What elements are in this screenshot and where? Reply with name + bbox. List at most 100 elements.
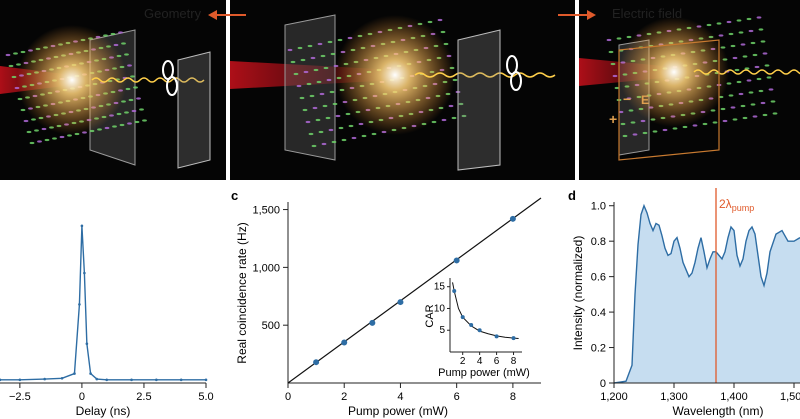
inset-data-point xyxy=(477,328,482,333)
panel-c-label: c xyxy=(231,188,238,203)
plots-row: −2.5 0 2.5 5.0 Delay (ns) c 0 2 4 6 85001,0001,… xyxy=(0,188,800,418)
render-geometry-panel xyxy=(0,0,226,180)
nanopillar xyxy=(734,68,740,72)
spectrum-tick-group: 1,200 1,300 1,400 1,50 0 0.2 0.4 0.6 0.8 1.0 xyxy=(591,201,800,403)
inset-data-point xyxy=(494,334,499,339)
coincidence-fit-line xyxy=(287,197,542,384)
nanopillar xyxy=(322,104,328,108)
nanopillar xyxy=(760,40,766,43)
inset-xlabel: Pump power (mW) xyxy=(438,367,530,379)
nanopillar xyxy=(742,116,748,120)
nanopillar xyxy=(712,121,718,124)
nanopillar xyxy=(640,119,646,123)
nanopillar xyxy=(662,128,668,132)
nanopillar xyxy=(34,129,39,132)
nanopillar xyxy=(110,32,116,36)
inset-xtick-label: 8 xyxy=(511,356,517,367)
inset-fit-curve xyxy=(452,282,519,340)
nanopillar xyxy=(371,132,377,136)
nanopillar xyxy=(642,131,648,135)
nanopillar xyxy=(20,108,26,112)
nanopillar xyxy=(742,55,748,58)
nanopillar xyxy=(127,64,132,67)
nanopillar xyxy=(630,121,636,124)
nanopillar xyxy=(327,40,333,44)
nanopillar xyxy=(41,127,47,131)
nanopillar xyxy=(448,104,454,108)
delay-series-line xyxy=(0,225,206,381)
nanopillar xyxy=(310,56,316,60)
delay-data-point xyxy=(43,377,46,381)
nanopillar xyxy=(311,144,317,148)
nanopillar xyxy=(750,41,756,45)
nanopillar xyxy=(44,138,50,142)
delay-xtick-label: −2.5 xyxy=(9,391,31,403)
nanopillar xyxy=(142,119,147,122)
nanopillar xyxy=(337,38,343,42)
delay-data-point xyxy=(73,372,76,375)
nanopillar xyxy=(302,108,308,112)
spectrum-xlabel: Wavelength (nm) xyxy=(673,404,764,418)
nanopillar xyxy=(610,62,616,66)
nanopillar xyxy=(323,66,329,70)
delay-data-point xyxy=(130,378,133,382)
nanopillar xyxy=(329,90,335,94)
nanopillar xyxy=(300,58,306,62)
nanopillar xyxy=(29,141,35,145)
nanopillar xyxy=(133,86,138,89)
nanopillar xyxy=(750,103,756,106)
nanopillar xyxy=(5,53,11,57)
nanopillar xyxy=(341,138,347,142)
spectrum-ytick-label: 0.4 xyxy=(591,307,606,319)
nanopillar xyxy=(608,50,614,54)
inset-xtick-label: 4 xyxy=(477,356,483,367)
nanopillar xyxy=(427,20,433,24)
nanopillar xyxy=(305,120,311,124)
nanopillar xyxy=(437,18,443,22)
inset-ytick-label: 15 xyxy=(434,282,446,293)
nanopillar xyxy=(606,38,612,42)
nanopillar xyxy=(97,128,102,131)
nanopillar xyxy=(125,87,131,91)
delay-plot: −2.5 0 2.5 5.0 Delay (ns) xyxy=(0,224,214,418)
electrode-outline xyxy=(618,39,720,161)
nanopillar xyxy=(728,32,734,36)
nanopillar xyxy=(732,56,738,60)
nanopillar xyxy=(335,114,341,118)
nanopillar xyxy=(738,92,744,96)
delay-data-point xyxy=(105,378,109,382)
nanopillar xyxy=(758,89,764,93)
spectrum-plot: d 2λpump 1,200 1,300 1,400 1,50 0 0.2 0.4 0.6 0.… xyxy=(568,188,800,418)
nanopillar xyxy=(614,86,620,90)
nanopillar xyxy=(13,52,18,55)
nanopillar xyxy=(317,42,323,46)
nanopillar xyxy=(309,94,315,98)
delay-data-point xyxy=(179,378,183,382)
delay-data-point xyxy=(18,378,22,382)
photon-wave xyxy=(693,69,800,75)
nanopillar xyxy=(325,116,331,120)
coincidence-data-point xyxy=(341,339,348,346)
nanopillar xyxy=(11,75,17,79)
nanopillar xyxy=(134,120,140,124)
nanopillar xyxy=(130,75,135,78)
coincidence-xlabel: Pump power (mW) xyxy=(348,404,448,418)
nanopillar xyxy=(306,82,312,86)
nanopillar xyxy=(718,34,724,37)
nanopillar xyxy=(307,44,313,48)
nanopillar xyxy=(136,97,141,100)
delay-data-point xyxy=(155,378,158,382)
nanopillar xyxy=(308,132,314,136)
nanopillar xyxy=(131,109,137,113)
nanopillar xyxy=(716,22,722,25)
inset-xtick-label: 2 xyxy=(460,356,466,367)
photon-glow xyxy=(335,15,455,135)
nanopillar xyxy=(626,35,632,39)
nanopillar xyxy=(331,140,337,144)
coincidence-xtick-label: 6 xyxy=(454,391,460,403)
nanopillar xyxy=(338,126,344,130)
delay-marker-group xyxy=(0,224,208,382)
pump-wavelength-label: 2λpump xyxy=(719,197,754,213)
spectrum-area-fill xyxy=(614,205,800,383)
nanopillar xyxy=(706,23,712,27)
